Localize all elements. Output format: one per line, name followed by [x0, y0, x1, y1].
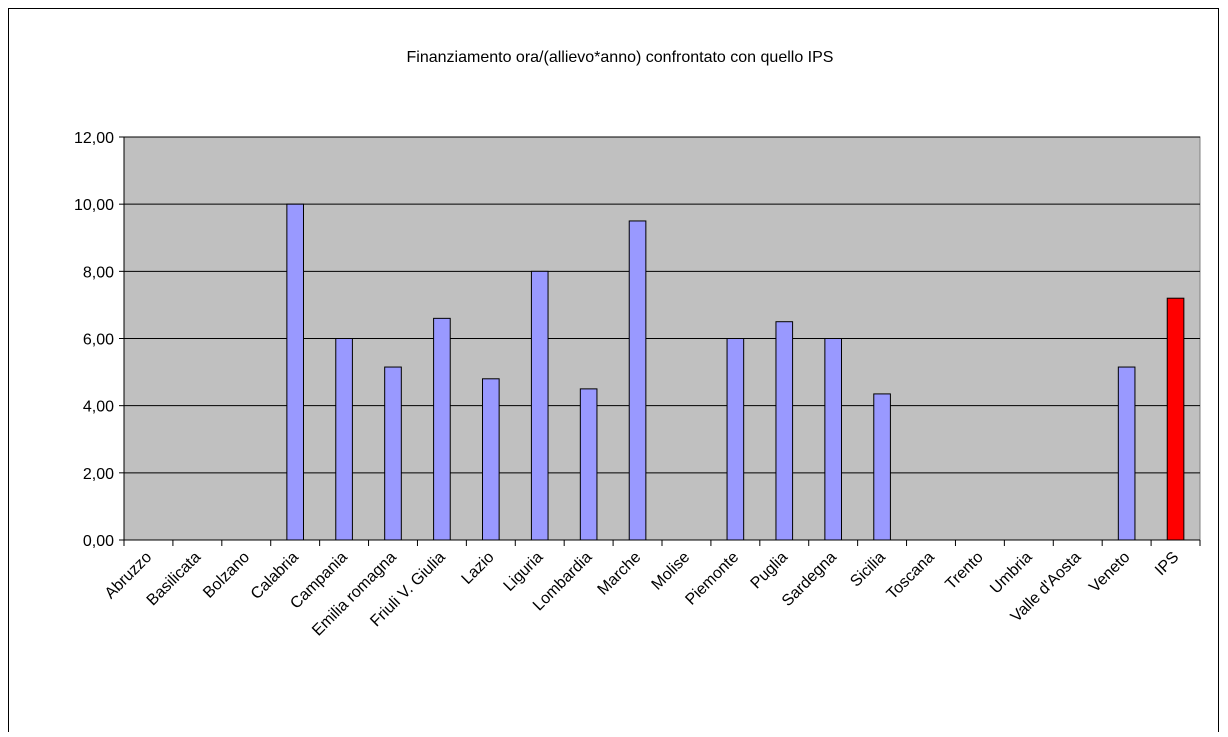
y-tick-label: 8,00: [83, 264, 114, 281]
bar: [335, 338, 353, 541]
y-tick-label: 4,00: [83, 399, 114, 416]
bar: [530, 270, 549, 541]
y-tick-label: 10,00: [74, 197, 114, 214]
y-tick-label: 0,00: [83, 533, 114, 550]
bar: [1166, 297, 1185, 541]
y-tick-label: 6,00: [83, 332, 114, 349]
y-tick-label: 12,00: [74, 130, 114, 147]
bar: [286, 203, 304, 541]
chart-title: Finanziamento ora/(allievo*anno) confron…: [407, 49, 834, 66]
bar: [433, 317, 451, 541]
bar: [579, 388, 598, 541]
bar: [1117, 366, 1136, 541]
bar: [482, 378, 500, 541]
bar: [824, 338, 842, 541]
y-tick-label: 2,00: [83, 466, 114, 483]
bar: [873, 393, 891, 541]
bar: [726, 338, 745, 541]
bar: [384, 366, 402, 541]
bar: [628, 220, 647, 541]
bar: [775, 321, 794, 541]
